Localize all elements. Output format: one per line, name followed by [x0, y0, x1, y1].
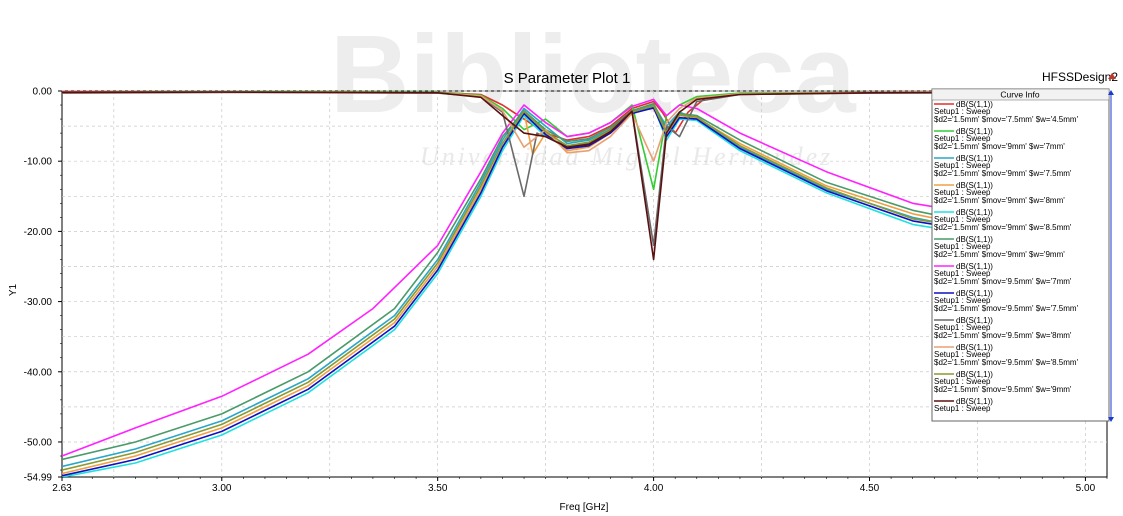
y-tick-label: -10.00: [24, 157, 53, 168]
legend-params: $d2='1.5mm' $mov='7.5mm' $w='4.5mm': [934, 115, 1079, 124]
legend-entry[interactable]: dB(S(1,1))Setup1 : Sweep$d2='1.5mm' $mov…: [934, 127, 1065, 151]
axis-ticks: 2.63 3.00 3.50 4.00 4.50 5.00 0.00 -10.00 -20.00…: [24, 87, 1108, 494]
series-line-6[interactable]: [62, 102, 1107, 461]
legend-setup: Setup1 : Sweep: [934, 134, 991, 143]
legend-params: $d2='1.5mm' $mov='9.5mm' $w='7mm': [934, 277, 1072, 286]
legend-setup: Setup1 : Sweep: [934, 242, 991, 251]
legend-setup: Setup1 : Sweep: [934, 377, 991, 386]
legend-setup: Setup1 : Sweep: [934, 107, 991, 116]
legend-curve-name: dB(S(1,1)): [956, 181, 993, 190]
series-line-3[interactable]: [62, 104, 1107, 468]
legend-entry[interactable]: dB(S(1,1))Setup1 : Sweep$d2='1.5mm' $mov…: [934, 235, 1065, 259]
series-line-10[interactable]: [62, 91, 1107, 162]
y-tick-label: 0.00: [33, 87, 53, 98]
legend-curve-name: dB(S(1,1)): [956, 262, 993, 271]
legend-params: $d2='1.5mm' $mov='9.5mm' $w='8mm': [934, 331, 1072, 340]
legend-entries: dB(S(1,1))Setup1 : Sweep$d2='1.5mm' $mov…: [934, 100, 1079, 413]
legend-entry[interactable]: dB(S(1,1))Setup1 : Sweep: [934, 397, 993, 413]
legend-title: Curve Info: [1000, 90, 1039, 100]
y-tick-label: -30.00: [24, 297, 53, 308]
legend-curve-name: dB(S(1,1)): [956, 316, 993, 325]
series-line-7[interactable]: [62, 98, 1107, 457]
legend-setup: Setup1 : Sweep: [934, 215, 991, 224]
watermark-title: Biblioteca: [330, 13, 856, 136]
legend-entry[interactable]: dB(S(1,1))Setup1 : Sweep$d2='1.5mm' $mov…: [934, 181, 1065, 205]
y-tick-label: -50.00: [24, 437, 53, 448]
legend-setup: Setup1 : Sweep: [934, 269, 991, 278]
legend-curve-name: dB(S(1,1)): [956, 208, 993, 217]
legend-params: $d2='1.5mm' $mov='9mm' $w='8.5mm': [934, 223, 1072, 232]
legend-entry[interactable]: dB(S(1,1))Setup1 : Sweep$d2='1.5mm' $mov…: [934, 262, 1072, 286]
legend-curve-name: dB(S(1,1)): [956, 397, 993, 406]
series-line-11[interactable]: [62, 104, 1107, 471]
x-tick-label: 2.63: [52, 483, 72, 494]
series-lines: [62, 91, 1107, 477]
x-tick-label: 4.00: [644, 483, 664, 494]
legend-entry[interactable]: dB(S(1,1))Setup1 : Sweep$d2='1.5mm' $mov…: [934, 316, 1072, 340]
legend-params: $d2='1.5mm' $mov='9mm' $w='7mm': [934, 142, 1065, 151]
legend-curve-name: dB(S(1,1)): [956, 370, 993, 379]
series-line-12[interactable]: [62, 91, 1107, 261]
legend-curve-name: dB(S(1,1)): [956, 100, 993, 109]
series-line-8[interactable]: [62, 107, 1107, 477]
design-marker-icon[interactable]: [1108, 73, 1116, 79]
legend-curve-name: dB(S(1,1)): [956, 289, 993, 298]
series-line-4[interactable]: [62, 107, 1107, 475]
legend-params: $d2='1.5mm' $mov='9.5mm' $w='8.5mm': [934, 358, 1079, 367]
y-tick-label: -20.00: [24, 227, 53, 238]
scroll-up-icon[interactable]: [1108, 90, 1114, 95]
legend-params: $d2='1.5mm' $mov='9mm' $w='8mm': [934, 196, 1065, 205]
legend-setup: Setup1 : Sweep: [934, 350, 991, 359]
y-tick-label: -40.00: [24, 367, 53, 378]
x-tick-label: 4.50: [860, 483, 880, 494]
legend-entry[interactable]: dB(S(1,1))Setup1 : Sweep$d2='1.5mm' $mov…: [934, 100, 1079, 124]
legend-curve-name: dB(S(1,1)): [956, 343, 993, 352]
legend-box: [931, 88, 1110, 422]
legend-params: $d2='1.5mm' $mov='9mm' $w='7.5mm': [934, 169, 1072, 178]
legend-setup: Setup1 : Sweep: [934, 404, 991, 413]
legend-entry[interactable]: dB(S(1,1))Setup1 : Sweep$d2='1.5mm' $mov…: [934, 154, 1072, 178]
x-axis-label: Freq [GHz]: [560, 502, 609, 513]
legend-entry[interactable]: dB(S(1,1))Setup1 : Sweep$d2='1.5mm' $mov…: [934, 370, 1072, 394]
legend-curve-name: dB(S(1,1)): [956, 127, 993, 136]
curve-info-legend[interactable]: Curve Info dB(S(1,1))Setup1 : Sweep$d2='…: [931, 88, 1114, 422]
legend-setup: Setup1 : Sweep: [934, 323, 991, 332]
y-tick-label: -54.99: [24, 473, 53, 484]
x-tick-label: 5.00: [1076, 483, 1096, 494]
scroll-down-icon[interactable]: [1108, 417, 1114, 422]
legend-setup: Setup1 : Sweep: [934, 188, 991, 197]
x-tick-label: 3.50: [428, 483, 448, 494]
legend-setup: Setup1 : Sweep: [934, 296, 991, 305]
y-axis-label: Y1: [8, 283, 19, 296]
legend-entry[interactable]: dB(S(1,1))Setup1 : Sweep$d2='1.5mm' $mov…: [934, 289, 1079, 313]
x-tick-label: 3.00: [212, 483, 232, 494]
legend-entry[interactable]: dB(S(1,1))Setup1 : Sweep$d2='1.5mm' $mov…: [934, 208, 1072, 232]
design-name: HFSSDesign2: [1042, 70, 1118, 84]
legend-params: $d2='1.5mm' $mov='9.5mm' $w='7.5mm': [934, 304, 1079, 313]
chart-title: S Parameter Plot 1: [504, 70, 631, 87]
legend-params: $d2='1.5mm' $mov='9mm' $w='9mm': [934, 250, 1065, 259]
legend-curve-name: dB(S(1,1)): [956, 235, 993, 244]
legend-params: $d2='1.5mm' $mov='9.5mm' $w='9mm': [934, 385, 1072, 394]
legend-setup: Setup1 : Sweep: [934, 161, 991, 170]
legend-entry[interactable]: dB(S(1,1))Setup1 : Sweep$d2='1.5mm' $mov…: [934, 343, 1079, 367]
legend-curve-name: dB(S(1,1)): [956, 154, 993, 163]
